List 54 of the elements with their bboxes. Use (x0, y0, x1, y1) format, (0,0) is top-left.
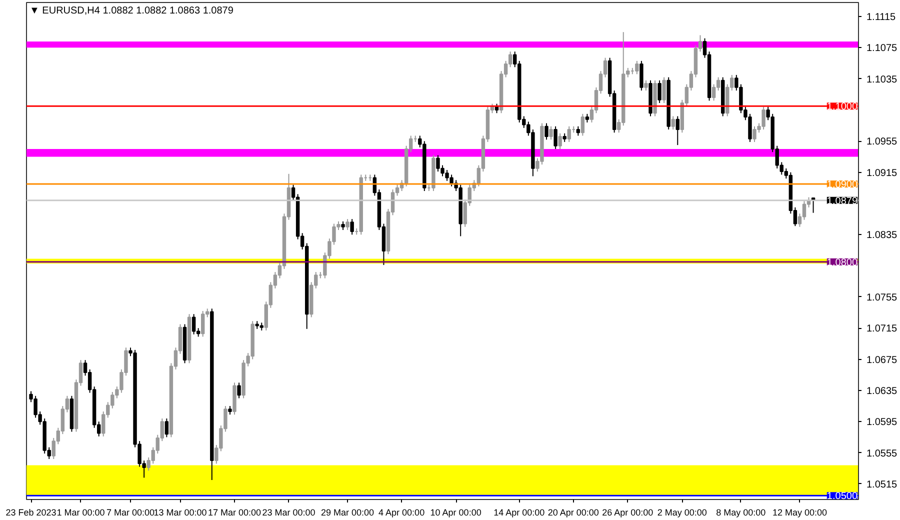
x-tick-label: 12 May 00:00 (772, 508, 827, 518)
y-tick-label: 1.0635 (866, 386, 898, 397)
x-tick-label: 4 Apr 00:00 (378, 508, 425, 518)
x-tick-label: 13 Mar 00:00 (154, 508, 207, 518)
candlestick (802, 200, 806, 220)
x-tick-label: 26 Apr 00:00 (602, 508, 654, 518)
x-tick-label: 2 May 00:00 (657, 508, 707, 518)
candlestick (558, 132, 562, 150)
x-tick-label: 14 Apr 00:00 (494, 508, 545, 518)
x-tick-label: 20 Apr 00:00 (548, 508, 599, 518)
candlestick (635, 60, 639, 75)
x-tick-label: 7 Mar 00:00 (106, 508, 155, 518)
candlestick (164, 418, 169, 438)
x-tick-label: 23 Feb 2023 (6, 508, 56, 518)
x-tick-label: 17 Mar 00:00 (208, 508, 262, 518)
y-tick-label: 1.0755 (866, 292, 898, 304)
candlestick (350, 218, 354, 236)
y-tick-label: 1.1115 (866, 12, 896, 24)
chart-title: ▼ EURUSD,H4 1.0882 1.0882 1.0863 1.0879 (30, 6, 234, 16)
y-tick-label: 1.0515 (866, 479, 898, 490)
x-tick-label: 10 Apr 00:00 (430, 508, 482, 518)
candlestick (644, 80, 648, 92)
y-tick-label: 1.0955 (866, 136, 898, 148)
candlestick (549, 126, 553, 140)
candlestick (640, 60, 644, 92)
candlestick (712, 84, 716, 102)
y-tick-label: 1.1035 (866, 74, 898, 86)
candlestick (580, 113, 585, 136)
ref-line-label: 1.0879 (826, 196, 858, 207)
ref-line-label: 1.0900 (826, 180, 858, 191)
candlestick (192, 314, 196, 335)
candlestick (676, 116, 680, 146)
y-tick-label: 1.0675 (866, 354, 898, 366)
candlestick (544, 122, 548, 140)
y-tick-label: 1.0715 (866, 324, 898, 335)
x-tick-label: 8 May 00:00 (716, 508, 766, 518)
candlestick (200, 310, 205, 338)
x-tick-label: 29 Mar 00:00 (321, 508, 374, 518)
y-tick-label: 1.0915 (866, 168, 898, 179)
candlestick (662, 76, 666, 104)
x-tick-label: 23 Mar 00:00 (262, 508, 316, 518)
candlestick (237, 382, 241, 399)
candlestick (671, 116, 675, 130)
candlestick (554, 126, 558, 150)
x-tick-label: 1 Mar 00:00 (56, 508, 105, 518)
y-tick-label: 1.0835 (866, 230, 898, 242)
candlestick (576, 126, 580, 136)
candlestick (658, 80, 662, 104)
ref-line-label: 1.0800 (826, 257, 858, 268)
y-tick-label: 1.0555 (866, 448, 898, 460)
y-tick-label: 1.1075 (866, 43, 898, 54)
y-tick-label: 1.0595 (866, 417, 898, 428)
candlestick (346, 218, 350, 230)
candlestick (567, 126, 571, 142)
